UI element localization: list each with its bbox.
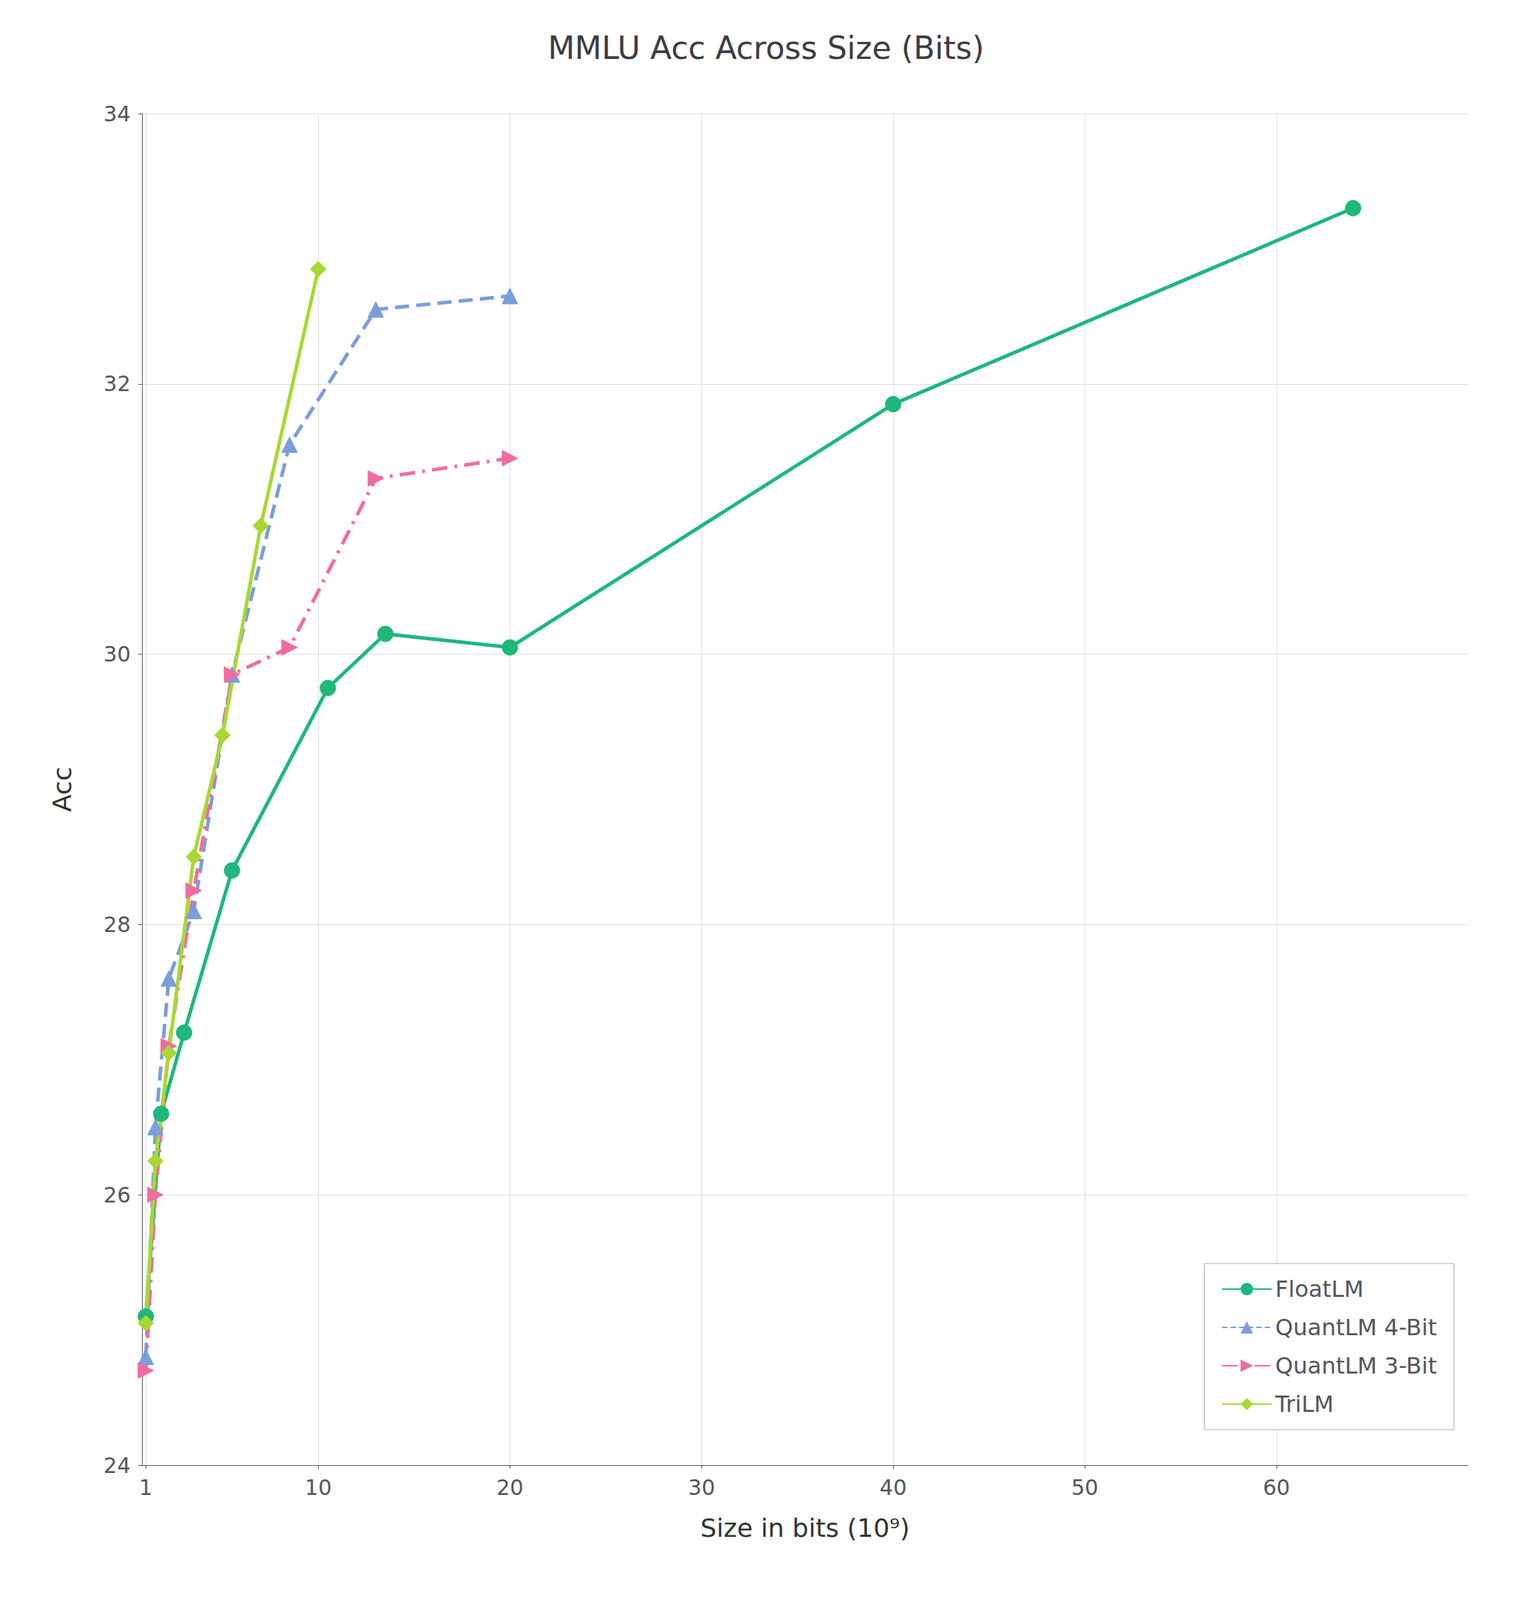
svg-text:QuantLM 3-Bit: QuantLM 3-Bit bbox=[1275, 1352, 1437, 1380]
svg-text:28: 28 bbox=[103, 912, 131, 938]
svg-text:TriLM: TriLM bbox=[1274, 1390, 1334, 1418]
svg-text:MMLU Acc Across Size (Bits): MMLU Acc Across Size (Bits) bbox=[548, 29, 985, 67]
svg-text:Acc: Acc bbox=[47, 766, 77, 813]
svg-text:1: 1 bbox=[139, 1475, 153, 1501]
svg-text:34: 34 bbox=[103, 101, 131, 127]
svg-text:FloatLM: FloatLM bbox=[1275, 1275, 1364, 1303]
svg-text:24: 24 bbox=[103, 1453, 131, 1479]
svg-text:30: 30 bbox=[687, 1475, 715, 1501]
svg-text:32: 32 bbox=[103, 371, 131, 397]
svg-text:60: 60 bbox=[1262, 1475, 1290, 1501]
svg-text:QuantLM 4-Bit: QuantLM 4-Bit bbox=[1275, 1314, 1437, 1342]
svg-text:40: 40 bbox=[879, 1475, 907, 1501]
svg-text:10: 10 bbox=[304, 1475, 332, 1501]
svg-text:50: 50 bbox=[1071, 1475, 1099, 1501]
svg-text:20: 20 bbox=[496, 1475, 524, 1501]
svg-text:30: 30 bbox=[103, 641, 131, 667]
svg-text:Size in bits (10⁹): Size in bits (10⁹) bbox=[699, 1513, 910, 1543]
svg-text:26: 26 bbox=[103, 1182, 131, 1208]
